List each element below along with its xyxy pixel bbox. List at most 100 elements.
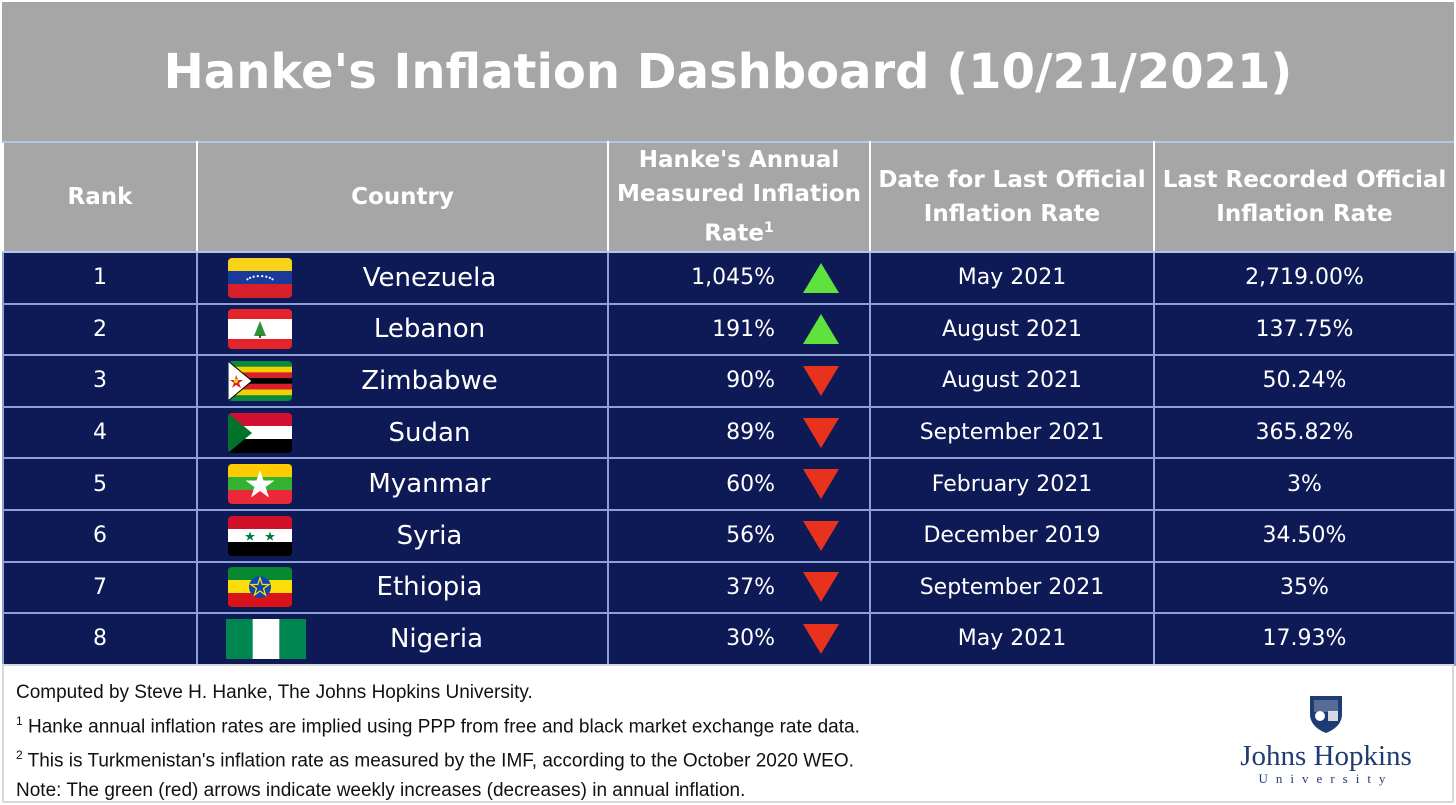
rank-cell: 3 <box>2 354 198 408</box>
credit-line: Computed by Steve H. Hanke, The Johns Ho… <box>16 682 533 703</box>
hanke-rate-cell: 90% <box>607 354 871 408</box>
ethiopia-flag <box>228 567 292 608</box>
country-name: Sudan <box>388 417 471 448</box>
zimbabwe-flag <box>228 360 292 401</box>
hanke-rate-value: 60% <box>726 471 775 497</box>
official-date-cell: May 2021 <box>869 251 1155 305</box>
footnote-1: 1 Hanke annual inflation rates are impli… <box>16 707 860 741</box>
hanke-rate-cell: 191% <box>607 302 871 357</box>
down-arrow-icon <box>801 467 841 501</box>
hanke-rate-value: 56% <box>726 523 775 549</box>
down-arrow-icon <box>801 519 841 553</box>
up-arrow-icon <box>801 261 841 295</box>
official-date-cell: December 2019 <box>869 508 1155 563</box>
official-date-cell: August 2021 <box>869 354 1155 408</box>
footnote-1-text: Hanke annual inflation rates are implied… <box>22 716 860 738</box>
country-name: Venezuela <box>362 262 497 293</box>
table-row: 5 Myanmar 60% February 2021 3% <box>2 457 1456 511</box>
title-bar: Hanke's Inflation Dashboard (10/21/2021) <box>2 2 1454 141</box>
rank-cell: 4 <box>2 405 198 460</box>
table-row: 6 Syria 56% December 2019 34.50% <box>2 508 1456 563</box>
footnote-2-text: This is Turkmenistan's inflation rate as… <box>22 750 854 772</box>
table-row: 3 Zimbabwe 90% August 2021 50.24% <box>2 354 1456 408</box>
official-rate-cell: 2,719.00% <box>1153 251 1456 305</box>
hanke-rate-cell: 89% <box>607 405 871 460</box>
country-cell: Ethiopia <box>196 560 609 615</box>
rank-cell: 7 <box>2 560 198 615</box>
country-cell: Venezuela <box>196 251 609 305</box>
official-date-cell: August 2021 <box>869 302 1155 357</box>
header-hanke-rate-label: Hanke's Annual Measured Inflation Rate <box>616 147 862 247</box>
down-arrow-icon <box>801 570 841 604</box>
jhu-logo-sub: University <box>1258 771 1394 786</box>
table-row: 8 Nigeria 30% May 2021 17.93% <box>2 612 1456 666</box>
footnote-1-marker: 1 <box>16 714 23 728</box>
country-cell: Myanmar <box>196 457 609 511</box>
hanke-rate-cell: 37% <box>607 560 871 615</box>
country-name: Lebanon <box>373 314 486 345</box>
country-cell: Zimbabwe <box>196 354 609 408</box>
table-row: 2 Lebanon 191% August 2021 137.75% <box>2 302 1456 357</box>
rank-cell: 6 <box>2 508 198 563</box>
rank-cell: 2 <box>2 302 198 357</box>
official-rate-cell: 50.24% <box>1153 354 1456 408</box>
hanke-rate-value: 191% <box>712 316 775 342</box>
country-cell: Syria <box>196 508 609 563</box>
down-arrow-icon <box>801 364 841 398</box>
header-hanke-rate: Hanke's Annual Measured Inflation Rate1 <box>607 141 871 253</box>
table-row: 4 Sudan 89% September 2021 365.82% <box>2 405 1456 460</box>
header-row: Rank Country Hanke's Annual Measured Inf… <box>2 141 1456 253</box>
official-date-cell: September 2021 <box>869 560 1155 615</box>
official-rate-cell: 17.93% <box>1153 612 1456 666</box>
arrow-note: Note: The green (red) arrows indicate we… <box>16 779 746 801</box>
jhu-shield-icon <box>1310 696 1342 733</box>
hanke-rate-value: 37% <box>726 574 775 600</box>
jhu-logo-name: Johns Hopkins <box>1240 740 1412 772</box>
myanmar-flag <box>228 464 292 505</box>
header-footnote-marker: 1 <box>764 220 774 237</box>
hanke-rate-value: 1,045% <box>691 265 775 291</box>
footnote-2-marker: 2 <box>16 748 23 763</box>
country-name: Zimbabwe <box>361 365 498 396</box>
country-cell: Nigeria <box>196 612 609 666</box>
country-name: Syria <box>396 520 463 551</box>
country-cell: Sudan <box>196 405 609 460</box>
footnote-2: 2 This is Turkmenistan's inflation rate … <box>16 741 860 775</box>
official-rate-cell: 3% <box>1153 457 1456 511</box>
official-rate-cell: 365.82% <box>1153 405 1456 460</box>
venezuela-flag <box>228 257 292 298</box>
page-title: Hanke's Inflation Dashboard (10/21/2021) <box>163 43 1293 100</box>
hanke-rate-cell: 60% <box>607 457 871 511</box>
rank-cell: 1 <box>2 251 198 305</box>
country-cell: Lebanon <box>196 302 609 357</box>
inflation-table: Rank Country Hanke's Annual Measured Inf… <box>2 141 1456 666</box>
hanke-rate-cell: 1,045% <box>607 251 871 305</box>
jhu-logo: Johns Hopkins University <box>1226 694 1426 786</box>
hanke-rate-cell: 30% <box>607 612 871 666</box>
official-date-cell: September 2021 <box>869 405 1155 460</box>
footnotes: Computed by Steve H. Hanke, The Johns Ho… <box>16 678 860 805</box>
nigeria-flag <box>226 618 306 659</box>
lebanon-flag <box>228 309 292 350</box>
hanke-rate-value: 89% <box>726 420 775 446</box>
syria-flag <box>228 515 292 556</box>
header-rank: Rank <box>2 141 198 253</box>
official-rate-cell: 34.50% <box>1153 508 1456 563</box>
sudan-flag <box>228 412 292 453</box>
footer: Computed by Steve H. Hanke, The Johns Ho… <box>2 664 1454 803</box>
down-arrow-icon <box>801 622 841 656</box>
hanke-rate-cell: 56% <box>607 508 871 563</box>
down-arrow-icon <box>801 416 841 450</box>
official-rate-cell: 35% <box>1153 560 1456 615</box>
official-date-cell: May 2021 <box>869 612 1155 666</box>
header-country: Country <box>196 141 609 253</box>
up-arrow-icon <box>801 312 841 346</box>
hanke-rate-value: 90% <box>726 368 775 394</box>
table-row: 7 Ethiopia 37% September 2021 35% <box>2 560 1456 615</box>
country-name: Myanmar <box>368 469 491 500</box>
header-official-rate: Last Recorded Official Inflation Rate <box>1153 141 1456 253</box>
hanke-rate-value: 30% <box>726 626 775 652</box>
table-row: 1 Venezuela 1,045% May 2021 2,719.00% <box>2 251 1456 305</box>
table-body: 1 Venezuela 1,045% May 2021 2,719.00% 2 Lebano… <box>2 251 1456 666</box>
